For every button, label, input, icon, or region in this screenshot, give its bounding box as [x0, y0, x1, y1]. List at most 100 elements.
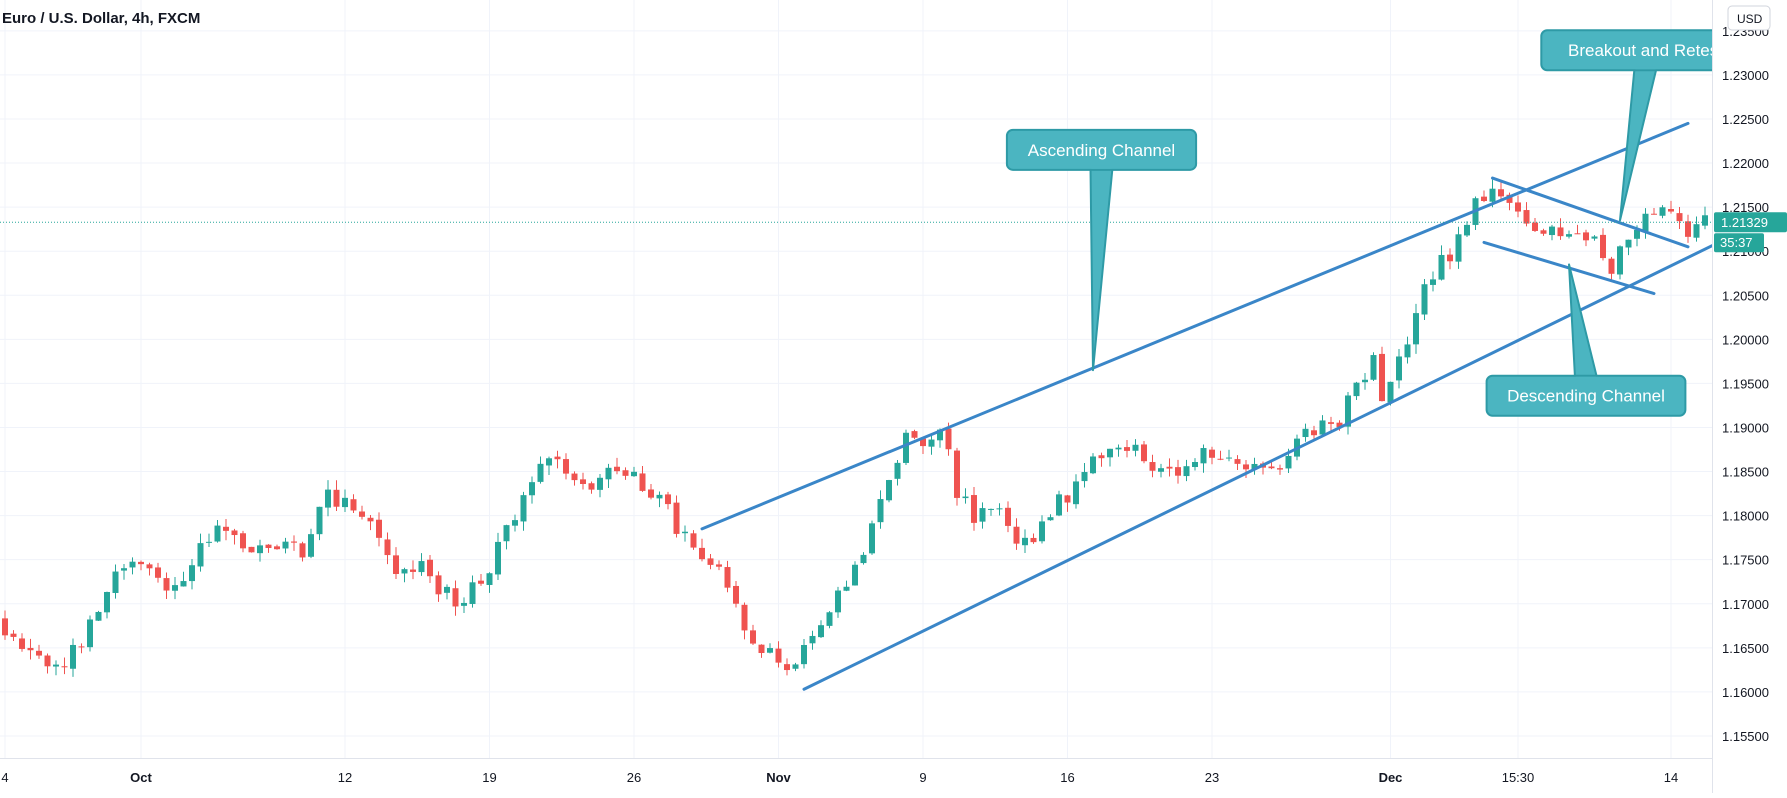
candle-body: [231, 530, 238, 536]
candle-body: [308, 534, 314, 557]
callout-box[interactable]: [1005, 128, 1198, 171]
candle-body: [1421, 284, 1428, 315]
candle-body: [1166, 466, 1173, 469]
candle-body: [1302, 428, 1309, 438]
descending-channel-callout[interactable]: Descending Channel: [1485, 263, 1687, 417]
candle-body: [214, 525, 221, 542]
candle-body: [240, 533, 246, 549]
candle-body: [996, 508, 1003, 510]
candle-body: [835, 590, 841, 613]
candle-body: [1073, 481, 1079, 505]
candle-body: [1370, 355, 1377, 380]
candle-body: [282, 541, 289, 549]
callout-joint: [1635, 66, 1656, 70]
candle-body: [580, 479, 586, 485]
callout-label: Breakout and Retest: [1568, 41, 1723, 60]
candle-body: [461, 602, 467, 606]
price-tick-label: 1.17000: [1722, 597, 1769, 612]
candle-body: [656, 494, 663, 499]
candle-body: [758, 644, 765, 654]
candle-body: [1591, 236, 1598, 239]
candle-body: [1464, 224, 1470, 236]
candle-body: [2, 618, 8, 636]
candle-body: [928, 439, 935, 447]
candle-body: [741, 604, 748, 631]
candle-body: [1251, 463, 1258, 470]
symbol-title[interactable]: Euro / U.S. Dollar, 4h, FXCM: [2, 10, 200, 27]
candle-body: [979, 508, 986, 522]
time-tick-label: 14: [1664, 770, 1678, 785]
candle-body: [1515, 202, 1521, 212]
price-tick-label: 1.17500: [1722, 553, 1769, 568]
candle-body: [1345, 395, 1351, 427]
currency-button-bg[interactable]: [1727, 5, 1771, 31]
candle-body: [1217, 458, 1224, 460]
candle-body: [1557, 227, 1564, 237]
price-axis[interactable]: [1712, 0, 1787, 793]
currency-button[interactable]: USD: [1727, 5, 1771, 31]
ascending-channel-upper[interactable]: [700, 121, 1690, 531]
candle-body: [707, 558, 714, 565]
candle-body: [826, 612, 833, 626]
time-tick-label: 16: [1060, 770, 1074, 785]
callouts[interactable]: Ascending Channel Breakout and Retest Desc…: [1005, 29, 1751, 417]
candle-body: [367, 517, 374, 522]
candle-body: [648, 489, 654, 498]
candle-body: [1549, 226, 1555, 236]
price-tick-label: 1.19000: [1722, 420, 1769, 435]
candle-body: [1532, 222, 1538, 231]
descending-channel-upper[interactable]: [1491, 176, 1690, 249]
candle-body: [1506, 194, 1513, 203]
candle-body: [342, 497, 348, 508]
candle-body: [155, 567, 161, 578]
candle-body: [163, 578, 170, 591]
candle-body: [1523, 210, 1530, 224]
callout-joint: [1576, 376, 1596, 380]
candle-body: [614, 466, 620, 472]
breakout-callout[interactable]: Breakout and Retest: [1540, 29, 1751, 222]
current-price-label: 1.21329: [1721, 215, 1768, 230]
candle-body: [818, 625, 824, 638]
candle-body: [716, 564, 722, 567]
ascending-channel-lower[interactable]: [802, 214, 1775, 691]
candle-body: [988, 508, 994, 510]
candle-body: [1489, 188, 1496, 202]
currency-button-label[interactable]: USD: [1737, 12, 1763, 26]
candle-body: [622, 470, 629, 476]
candle-body: [1056, 494, 1062, 516]
candle-body: [1566, 234, 1572, 237]
candle-body: [1064, 495, 1071, 503]
trendlines[interactable]: [700, 121, 1775, 691]
candle-body: [104, 591, 110, 613]
candle-body: [1387, 381, 1394, 403]
candle-body: [1625, 239, 1632, 248]
candle-body: [546, 458, 552, 466]
time-tick-label: 15:30: [1502, 770, 1535, 785]
candle-body: [1328, 422, 1334, 424]
candle-body: [1158, 468, 1164, 472]
candle-body: [19, 638, 25, 649]
candle-body: [1030, 537, 1037, 543]
price-tick-label: 1.23000: [1722, 68, 1769, 83]
price-tick-label: 1.20000: [1722, 332, 1769, 347]
candle-body: [1634, 229, 1640, 239]
ascending-channel-callout[interactable]: Ascending Channel: [1005, 128, 1198, 372]
candle-body: [121, 568, 127, 571]
price-tick-label: 1.19500: [1722, 376, 1769, 391]
candle-body: [1200, 448, 1207, 464]
candle-body: [792, 664, 799, 669]
candle-body: [10, 633, 17, 637]
time-axis[interactable]: [0, 758, 1712, 793]
candle-body: [1430, 279, 1436, 285]
candle-body: [1192, 462, 1198, 468]
callout-label: Ascending Channel: [1028, 141, 1175, 160]
candle-body: [53, 664, 59, 667]
callout-box[interactable]: [1485, 374, 1687, 417]
time-tick-label: 9: [919, 770, 926, 785]
candle-body: [257, 545, 263, 554]
candle-body: [1013, 526, 1020, 544]
candle-body: [1617, 246, 1623, 275]
